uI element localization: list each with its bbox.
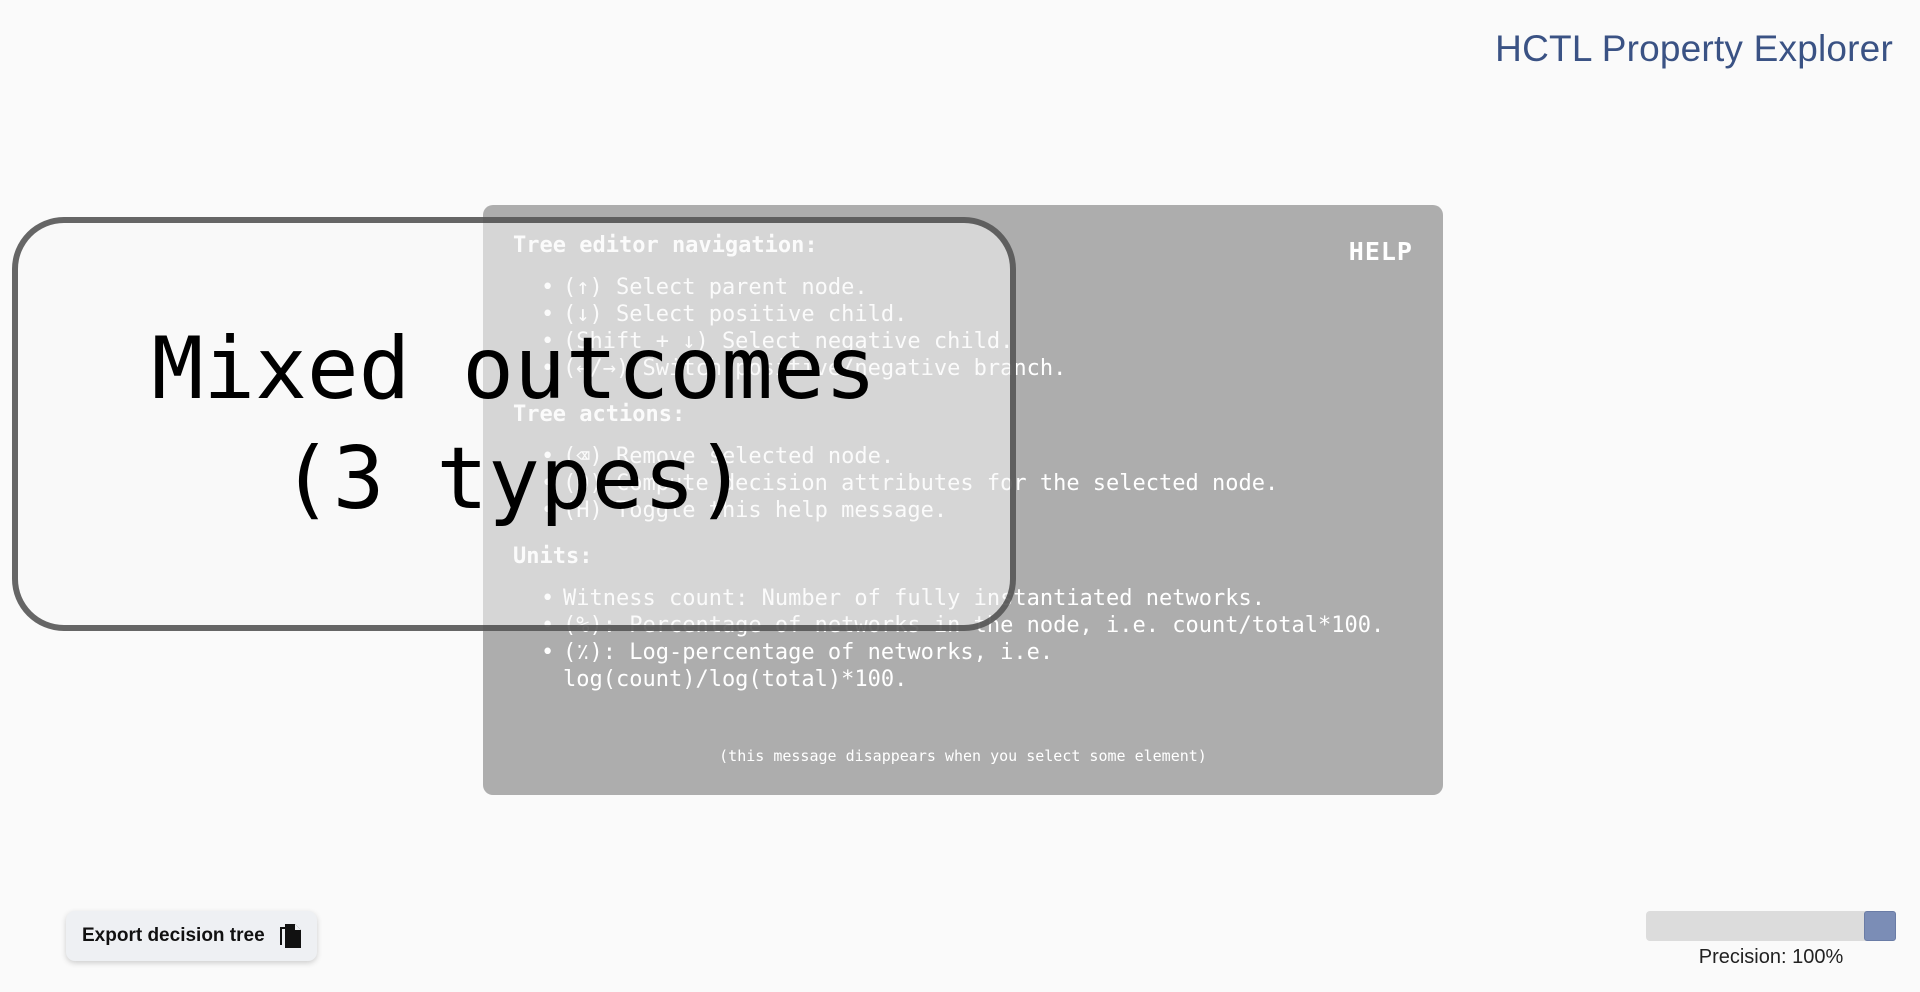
precision-slider-thumb[interactable] [1864,911,1896,941]
help-item: (٪): Log-percentage of networks, i.e. lo… [541,639,1083,693]
help-badge: HELP [1348,237,1413,266]
tree-node-label: Mixed outcomes (3 types) [152,314,877,534]
copy-files-icon [277,922,303,950]
tree-node-label-line1: Mixed outcomes [151,319,877,419]
app-title: HCTL Property Explorer [1495,28,1893,69]
export-button-label: Export decision tree [82,925,265,946]
precision-control: Precision: 100% [1646,911,1896,969]
precision-slider[interactable] [1646,911,1896,941]
tree-node-mixed-outcomes[interactable]: Mixed outcomes (3 types) [12,217,1016,631]
tree-node-label-line2: (3 types) [281,429,747,529]
help-footer: (this message disappears when you select… [719,747,1207,765]
export-decision-tree-button[interactable]: Export decision tree [66,911,317,961]
precision-label: Precision: 100% [1698,946,1844,968]
